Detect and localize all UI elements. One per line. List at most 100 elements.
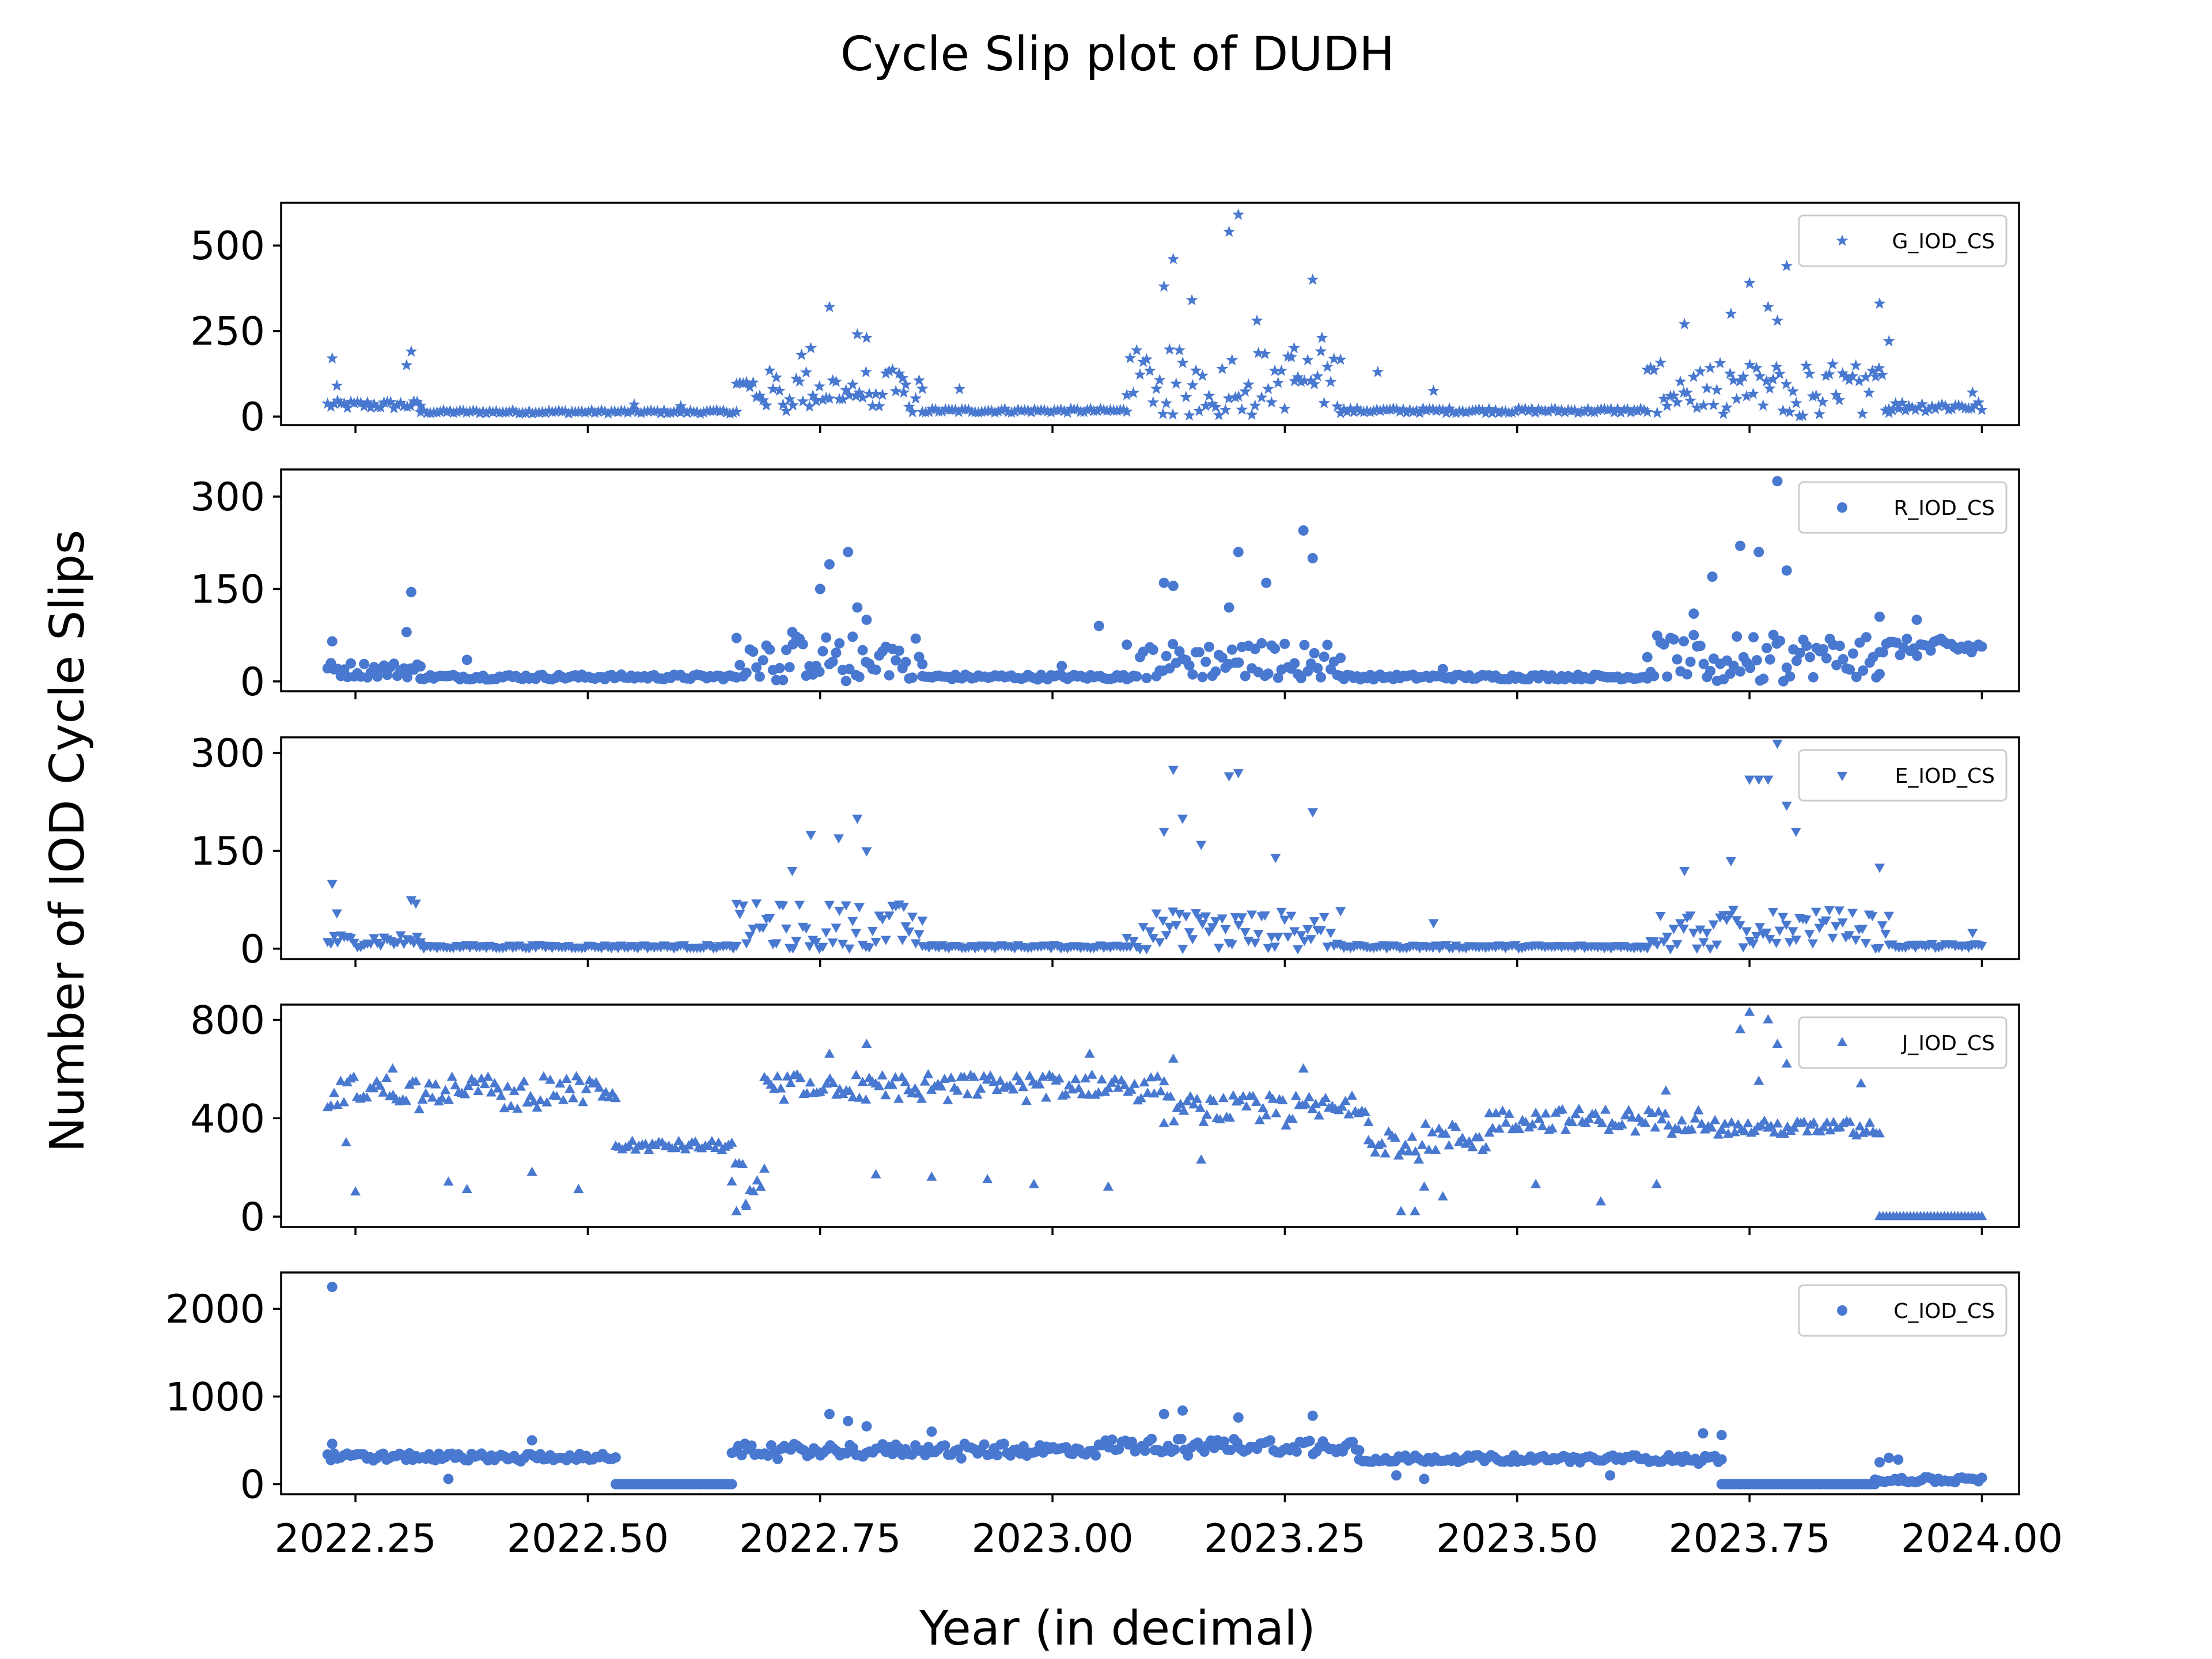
data-point	[1311, 370, 1324, 382]
data-point	[1686, 1124, 1697, 1134]
data-point	[1838, 654, 1849, 665]
data-point	[887, 1080, 897, 1089]
data-point	[787, 867, 798, 876]
data-point	[1073, 1083, 1084, 1093]
data-point	[753, 389, 766, 401]
data-point	[577, 1097, 588, 1107]
data-point	[900, 657, 911, 668]
data-point	[1762, 301, 1774, 312]
data-point	[1143, 364, 1156, 376]
data-point	[873, 1081, 884, 1090]
data-point	[1728, 906, 1739, 915]
data-point	[1552, 405, 1565, 417]
data-point	[483, 1071, 494, 1081]
data-point	[395, 931, 406, 941]
data-point	[1166, 408, 1179, 420]
data-point	[1154, 938, 1165, 948]
data-point	[1109, 1074, 1120, 1084]
data-point	[861, 614, 872, 625]
data-point	[1229, 391, 1241, 403]
data-point	[599, 405, 611, 417]
data-point	[1331, 400, 1343, 412]
data-point	[1820, 916, 1831, 926]
data-point	[1179, 1105, 1190, 1115]
data-point	[1588, 406, 1601, 418]
data-point	[1170, 377, 1183, 389]
data-point	[361, 1092, 372, 1102]
data-point	[1696, 1118, 1707, 1128]
data-point	[410, 899, 421, 909]
data-point	[1833, 393, 1846, 406]
data-point	[1180, 912, 1191, 922]
data-point	[414, 399, 427, 411]
data-point	[1289, 658, 1300, 669]
data-point	[1824, 906, 1835, 916]
data-point	[1296, 673, 1306, 684]
data-point	[1208, 1095, 1219, 1105]
data-point	[738, 902, 749, 911]
data-point	[1760, 375, 1772, 387]
figure-title: Cycle Slip plot of DUDH	[840, 27, 1395, 82]
data-point	[1688, 608, 1699, 619]
data-point	[1662, 671, 1673, 682]
data-point	[1191, 1093, 1202, 1103]
data-point	[1787, 927, 1798, 937]
data-point	[391, 399, 404, 411]
data-point	[778, 901, 789, 911]
data-point	[1657, 392, 1670, 404]
data-point	[1077, 1089, 1088, 1099]
data-point	[1187, 669, 1198, 680]
data-point	[1808, 1117, 1819, 1127]
data-point	[461, 654, 472, 665]
data-point	[1322, 639, 1333, 650]
data-point	[883, 365, 896, 377]
data-point	[1180, 391, 1192, 403]
data-point	[430, 1079, 441, 1089]
data-point	[1761, 929, 1772, 938]
data-point	[1704, 361, 1717, 373]
data-point	[1357, 406, 1370, 418]
data-point	[460, 406, 473, 418]
data-point	[335, 1075, 346, 1085]
data-point	[1167, 253, 1180, 264]
data-point	[470, 404, 483, 416]
data-point	[1334, 407, 1347, 418]
data-point	[747, 376, 759, 388]
data-point	[1858, 665, 1869, 676]
data-point	[1797, 409, 1809, 421]
data-point	[331, 379, 343, 391]
data-point	[1248, 1090, 1259, 1100]
data-point	[1830, 388, 1842, 400]
data-point	[1779, 1128, 1790, 1138]
data-point	[581, 1084, 592, 1093]
data-point	[1483, 403, 1495, 415]
data-point	[1168, 1053, 1179, 1063]
data-point	[741, 667, 752, 678]
data-point	[1328, 353, 1340, 364]
data-point	[1771, 938, 1782, 948]
data-point	[1763, 1014, 1774, 1024]
subplot-G_IOD_CS: 0 250 500 G_IOD_CS	[190, 202, 2020, 440]
data-point	[910, 633, 921, 644]
data-point	[1272, 933, 1283, 942]
data-point	[1230, 913, 1241, 923]
data-point	[775, 1083, 786, 1093]
data-point	[1134, 368, 1146, 380]
data-point	[503, 406, 516, 418]
data-point	[1570, 1109, 1581, 1119]
data-point	[1268, 364, 1281, 376]
data-point	[1929, 403, 1942, 414]
data-point	[1741, 927, 1752, 937]
data-point	[936, 405, 948, 417]
data-point	[1240, 928, 1251, 938]
data-point	[1816, 395, 1829, 407]
x-axis-label: Year (in decimal)	[919, 1601, 1316, 1656]
data-point	[926, 1171, 937, 1181]
data-point	[585, 404, 598, 416]
data-point	[1836, 367, 1849, 379]
data-point	[1967, 929, 1978, 938]
data-point	[1758, 673, 1769, 684]
data-point	[844, 944, 855, 954]
axes-frame	[280, 1003, 2020, 1228]
data-point	[787, 944, 798, 954]
